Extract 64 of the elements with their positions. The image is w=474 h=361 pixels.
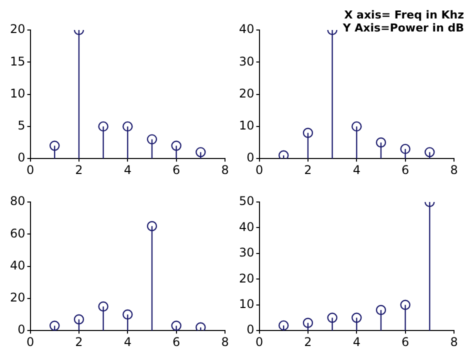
y-tick-label: 15 bbox=[10, 54, 26, 68]
y-tick-label: 50 bbox=[238, 194, 254, 208]
point bbox=[400, 300, 410, 310]
text: X axis= Freq in Khz bbox=[344, 8, 464, 22]
y-tick-label: 20 bbox=[238, 86, 254, 100]
y-tick-label: 60 bbox=[10, 226, 26, 240]
x-tick-label: 6 bbox=[172, 162, 180, 177]
point bbox=[50, 140, 60, 151]
point bbox=[74, 314, 84, 324]
annotation: Y Axis=Power in dB bbox=[342, 21, 464, 34]
point bbox=[98, 121, 108, 132]
y-tick-label: 40 bbox=[238, 220, 254, 234]
point bbox=[196, 322, 206, 331]
x-tick-label: 8 bbox=[221, 334, 229, 349]
point bbox=[302, 128, 314, 138]
x-tick-label: 2 bbox=[75, 334, 83, 349]
point bbox=[278, 150, 289, 159]
x-tick-label: 4 bbox=[352, 162, 360, 177]
point bbox=[327, 312, 338, 323]
point bbox=[196, 147, 206, 158]
y-tick-label: 30 bbox=[238, 246, 254, 260]
x-tick-label: 4 bbox=[352, 334, 360, 349]
point bbox=[122, 121, 133, 132]
point bbox=[171, 140, 182, 151]
x-tick-label: 4 bbox=[124, 162, 132, 177]
y-tick-label: 20 bbox=[238, 271, 254, 286]
y-tick-label: 20 bbox=[10, 290, 26, 305]
x-tick-label: 6 bbox=[172, 334, 180, 349]
y-tick-label: 40 bbox=[238, 22, 254, 36]
y-tick-label: 10 bbox=[238, 297, 254, 312]
point bbox=[376, 137, 386, 148]
point bbox=[424, 147, 435, 158]
x-tick-label: 6 bbox=[401, 334, 410, 349]
point bbox=[400, 144, 410, 154]
point bbox=[376, 304, 386, 316]
x-tick-label: 4 bbox=[124, 334, 132, 349]
x-tick-label: 2 bbox=[75, 162, 83, 177]
y-tick-label: 5 bbox=[18, 118, 26, 133]
point bbox=[302, 318, 314, 328]
x-tick-label: 2 bbox=[304, 334, 312, 349]
y-tick-label: 10 bbox=[10, 86, 26, 100]
x-tick-label: 2 bbox=[304, 162, 312, 177]
point bbox=[50, 320, 60, 331]
point bbox=[352, 121, 362, 132]
x-tick-label: 8 bbox=[221, 162, 229, 177]
point bbox=[278, 320, 289, 331]
x-tick-label: 6 bbox=[401, 162, 410, 177]
y-tick-label: 10 bbox=[238, 118, 254, 133]
y-tick-label: 0 bbox=[18, 150, 26, 165]
point bbox=[171, 320, 182, 331]
point bbox=[352, 312, 362, 323]
y-tick-label: 0 bbox=[246, 150, 254, 165]
y-tick-label: 20 bbox=[10, 22, 26, 36]
x-tick-label: 8 bbox=[450, 162, 458, 177]
point bbox=[146, 134, 158, 144]
y-tick-label: 0 bbox=[18, 322, 26, 337]
y-tick-label: 0 bbox=[246, 322, 254, 337]
point bbox=[146, 221, 158, 232]
point bbox=[122, 309, 133, 320]
y-tick-label: 40 bbox=[10, 258, 26, 272]
y-tick-label: 80 bbox=[10, 194, 26, 208]
x-tick-label: 8 bbox=[450, 334, 458, 349]
y-tick-label: 30 bbox=[238, 54, 254, 68]
point bbox=[98, 301, 108, 312]
